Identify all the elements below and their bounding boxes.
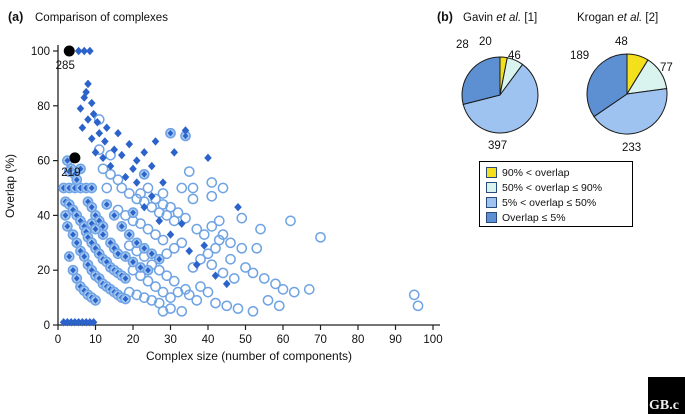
- svg-text:10: 10: [89, 334, 102, 346]
- svg-text:30: 30: [164, 334, 177, 346]
- pie-title-krogan-etal: et al.: [617, 12, 643, 24]
- svg-text:70: 70: [314, 334, 327, 346]
- legend-item-90-overlap: 90% < overlap: [486, 165, 626, 180]
- svg-text:20: 20: [127, 334, 140, 346]
- pie-slice: [593, 88, 668, 135]
- y-axis-label: Overlap (%): [3, 154, 17, 218]
- pie-slice: [461, 56, 501, 106]
- pie-gavin-callout-5-50: 397: [488, 140, 508, 152]
- svg-text:60: 60: [37, 156, 50, 168]
- x-axis-label: Complex size (number of components): [146, 349, 352, 363]
- pie-krogan-callout-90-overlap: 48: [615, 36, 628, 48]
- pie-title-krogan-ref: [2]: [642, 12, 659, 24]
- svg-text:100: 100: [31, 46, 50, 58]
- pie-krogan-callout-overlap-le-5: 189: [570, 50, 590, 62]
- svg-text:40: 40: [202, 334, 215, 346]
- pie-title-gavin-etal: et al.: [496, 12, 522, 24]
- legend-item-5-50: 5% < overlap ≤ 50%: [486, 195, 626, 210]
- journal-logo-text: GB.c: [649, 398, 679, 413]
- svg-text:80: 80: [352, 334, 365, 346]
- svg-text:60: 60: [277, 334, 290, 346]
- panel-b-label: (b): [437, 10, 453, 24]
- pie-title-gavin-author: Gavin: [463, 12, 497, 24]
- pie-chart-gavin: [461, 56, 539, 134]
- pie-slice: [462, 63, 539, 134]
- svg-text:285: 285: [56, 60, 75, 72]
- svg-text:80: 80: [37, 101, 50, 113]
- pie-chart-krogan: [586, 53, 668, 135]
- svg-text:40: 40: [37, 210, 50, 222]
- panel-a-title: Comparison of complexes: [35, 12, 168, 24]
- scatter-axes: 0 10 20 30 40 50 60 70 80 90 100 0 20 40 60 80 100: [31, 45, 443, 346]
- svg-text:90: 90: [389, 334, 402, 346]
- svg-text:0: 0: [55, 334, 61, 346]
- legend-label: 90% < overlap: [502, 166, 570, 179]
- legend-swatch-yellow: [486, 167, 497, 178]
- legend-label: 5% < overlap ≤ 50%: [502, 196, 597, 209]
- scatter-points: 285 219: [56, 45, 424, 327]
- legend-label: 50% < overlap ≤ 90%: [502, 181, 603, 194]
- pie-gavin-callout-overlap-le-5: 28: [456, 39, 469, 51]
- pie-krogan-callout-50-90: 77: [660, 62, 673, 74]
- legend-swatch-light-blue: [486, 197, 497, 208]
- legend-swatch-pale-cyan: [486, 182, 497, 193]
- pie-gavin-callout-90-overlap: 20: [479, 36, 492, 48]
- pie-slice: [586, 53, 628, 118]
- svg-text:219: 219: [61, 167, 80, 179]
- legend: 90% < overlap 50% < overlap ≤ 90% 5% < o…: [479, 161, 633, 227]
- svg-text:0: 0: [44, 320, 50, 332]
- legend-item-le-5: Overlap ≤ 5%: [486, 210, 626, 225]
- svg-text:20: 20: [37, 265, 50, 277]
- pie-gavin-callout-50-90: 46: [508, 50, 521, 62]
- journal-logo: GB.c: [648, 377, 685, 414]
- svg-text:50: 50: [239, 334, 252, 346]
- pie-title-krogan-author: Krogan: [577, 12, 618, 24]
- pie-title-krogan: Krogan et al. [2]: [577, 12, 658, 24]
- legend-item-50-90: 50% < overlap ≤ 90%: [486, 180, 626, 195]
- svg-text:100: 100: [423, 334, 442, 346]
- panel-a-label: (a): [8, 10, 24, 24]
- pie-title-gavin-ref: [1]: [521, 12, 538, 24]
- legend-swatch-mid-blue: [486, 212, 497, 223]
- scatter-plot: 0 10 20 30 40 50 60 70 80 90 100 0 20 40 60 80 100 285 21…: [3, 45, 443, 363]
- pie-title-gavin: Gavin et al. [1]: [463, 12, 537, 24]
- legend-label: Overlap ≤ 5%: [502, 211, 566, 224]
- pie-krogan-callout-5-50: 233: [622, 142, 642, 154]
